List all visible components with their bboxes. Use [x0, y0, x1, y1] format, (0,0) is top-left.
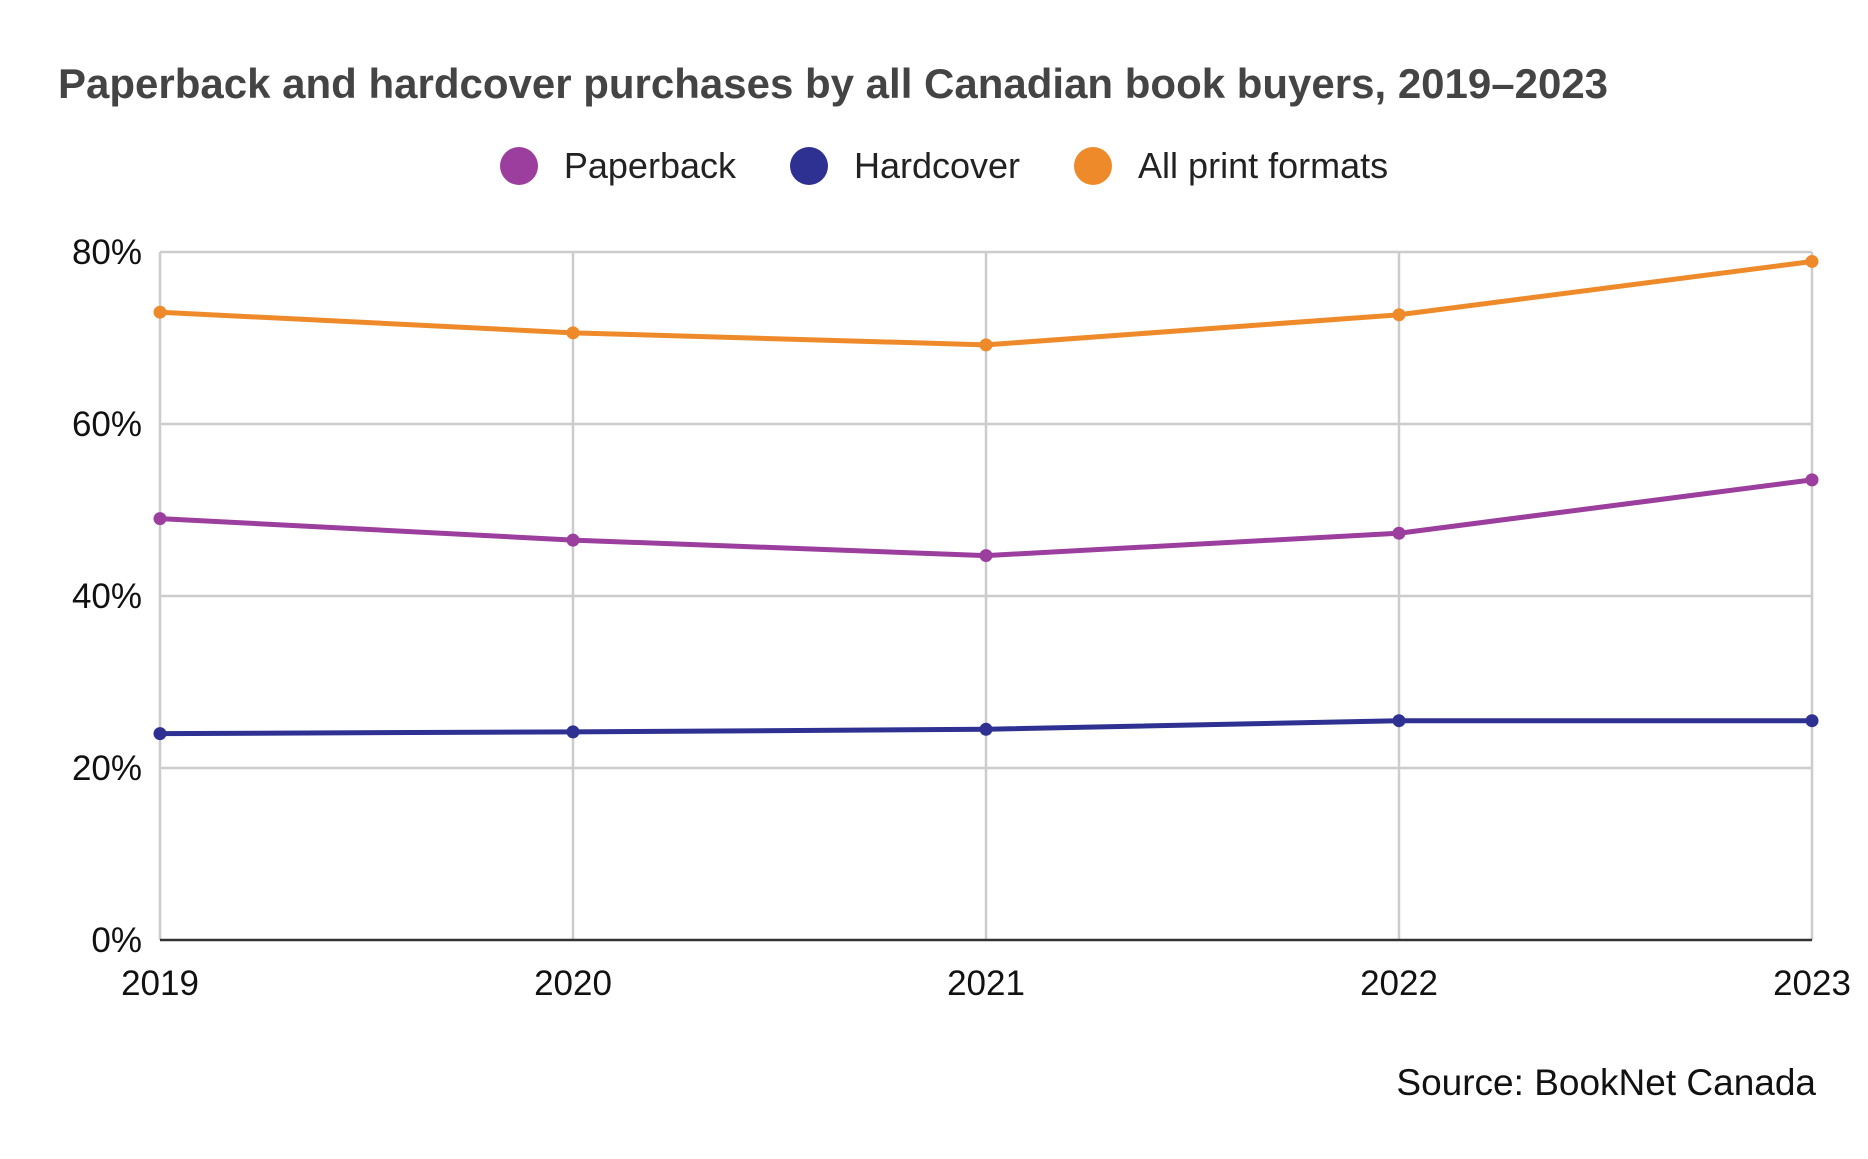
x-tick-label: 2019 [121, 964, 199, 1003]
x-tick-label: 2023 [1773, 964, 1851, 1003]
data-point-hardcover [153, 727, 167, 741]
y-tick-label: 60% [72, 405, 142, 444]
data-point-paperback [153, 512, 167, 526]
data-point-all-print-formats [566, 326, 580, 340]
data-point-all-print-formats [979, 338, 993, 352]
data-point-hardcover [566, 725, 580, 739]
data-point-hardcover [1805, 714, 1819, 728]
data-point-paperback [1392, 526, 1406, 540]
chart-legend: Paperback Hardcover All print formats [0, 145, 1868, 187]
y-tick-label: 40% [72, 577, 142, 616]
legend-swatch-hardcover [789, 147, 828, 185]
legend-item-all-print-formats: All print formats [1074, 145, 1388, 187]
legend-label-paperback: Paperback [563, 145, 736, 186]
legend-item-paperback: Paperback [499, 145, 736, 187]
x-tick-label: 2021 [947, 964, 1025, 1003]
data-point-all-print-formats [1392, 308, 1406, 322]
y-tick-label: 80% [72, 233, 142, 272]
legend-swatch-all-print-formats [1074, 147, 1113, 185]
legend-item-hardcover: Hardcover [789, 145, 1021, 187]
chart-title: Paperback and hardcover purchases by all… [58, 60, 1609, 107]
legend-label-hardcover: Hardcover [853, 145, 1021, 186]
legend-swatch-paperback [499, 147, 538, 185]
data-point-paperback [979, 549, 993, 563]
source-note: Source: BookNet Canada [1396, 1062, 1816, 1103]
data-point-all-print-formats [153, 305, 167, 319]
data-point-hardcover [979, 722, 993, 736]
x-tick-label: 2022 [1360, 964, 1438, 1003]
data-point-paperback [1805, 473, 1819, 487]
y-tick-label: 0% [91, 921, 142, 960]
data-point-all-print-formats [1805, 254, 1819, 268]
legend-label-all-print-formats: All print formats [1138, 145, 1389, 186]
y-tick-label: 20% [72, 749, 142, 788]
data-point-paperback [566, 533, 580, 547]
data-point-hardcover [1392, 714, 1406, 728]
x-tick-label: 2020 [534, 964, 612, 1003]
